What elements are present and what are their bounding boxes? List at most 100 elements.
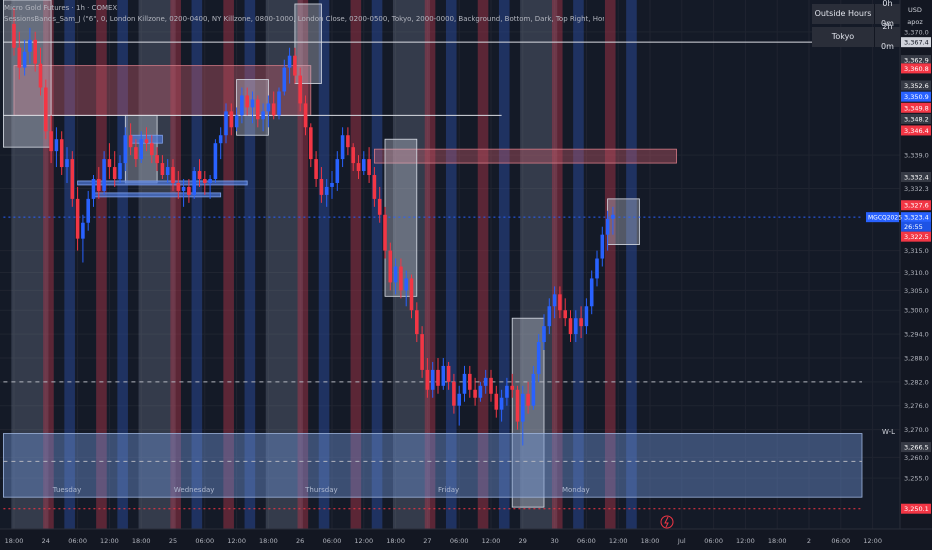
- session-band-red: [96, 0, 107, 529]
- candle-body: [356, 163, 361, 172]
- candle-body: [224, 111, 228, 136]
- candle-body: [409, 278, 414, 311]
- candle-body: [17, 47, 22, 68]
- price-label: 3,282.0: [904, 378, 929, 386]
- candle-body: [430, 369, 435, 390]
- candle-body: [388, 250, 393, 283]
- candle-body: [377, 198, 382, 215]
- candle-body: [38, 63, 43, 88]
- candle-body: [346, 135, 350, 148]
- candle-body: [473, 389, 477, 398]
- candle-body: [107, 159, 112, 168]
- candle-body: [351, 147, 355, 164]
- candle-body: [128, 135, 133, 148]
- time-axis[interactable]: [0, 529, 932, 550]
- time-label: 12:00: [227, 537, 246, 545]
- session-band-blue: [191, 0, 203, 529]
- candle-body: [266, 103, 271, 112]
- price-label: 3,322.5: [904, 233, 929, 241]
- candle-body: [12, 23, 16, 48]
- candle-body: [298, 75, 302, 104]
- candle-body: [383, 214, 387, 251]
- time-label: 18:00: [386, 537, 405, 545]
- candle-body: [605, 218, 610, 235]
- candle-body: [118, 163, 122, 179]
- candle-body: [277, 91, 281, 116]
- price-label: 3,288.0: [904, 354, 929, 362]
- candle-body: [187, 186, 191, 195]
- candles: [12, 7, 615, 446]
- price-label-bg: [901, 221, 931, 232]
- time-label: 06:00: [831, 537, 850, 545]
- currency-sub: apoz: [907, 18, 923, 26]
- candle-body: [335, 159, 340, 183]
- candle-body: [303, 103, 308, 128]
- zone-gray: [607, 198, 640, 246]
- session-name: Tokyo: [812, 27, 875, 47]
- time-label: 12:00: [736, 537, 755, 545]
- price-label-bg: [901, 113, 931, 124]
- time-label: 18:00: [259, 537, 278, 545]
- candle-body: [86, 198, 90, 223]
- price-label: 3,260.0: [904, 454, 929, 462]
- session-band-gray: [520, 0, 558, 529]
- price-label: 3,276.0: [904, 402, 929, 410]
- candle-body: [589, 278, 594, 307]
- price-label-bg: [901, 91, 931, 102]
- price-label: 3,300.0: [904, 307, 929, 315]
- session-value: 2h 0m: [881, 22, 894, 51]
- zone-lightblue: [3, 433, 863, 498]
- candle-body: [75, 198, 80, 239]
- candle-body: [579, 318, 583, 327]
- day-label: Thursday: [304, 486, 338, 494]
- candle-body: [483, 377, 488, 386]
- price-label: 3,346.4: [904, 127, 929, 135]
- session-band-red: [424, 0, 436, 529]
- indicator-legend[interactable]: SessionsBands_Sam_J ("6", 0, London Kill…: [4, 15, 604, 23]
- zone-blue: [93, 192, 222, 198]
- time-label: 06:00: [577, 537, 596, 545]
- candle-body: [399, 266, 403, 291]
- candle-body: [309, 127, 313, 160]
- price-label: 3,327.6: [904, 202, 929, 210]
- candle-body: [97, 178, 101, 191]
- candle-body: [181, 186, 186, 191]
- price-label: 3,362.9: [904, 57, 929, 65]
- candle-body: [489, 377, 493, 394]
- session-band-red: [350, 0, 362, 529]
- price-label-bg: [901, 125, 931, 136]
- lightning-icon[interactable]: [660, 515, 674, 529]
- price-label: 3,352.6: [904, 82, 929, 90]
- symbol-tag: MGCQ2025: [868, 215, 902, 222]
- price-label-bg: [901, 212, 931, 223]
- candle-body: [287, 55, 292, 68]
- candle-body: [404, 278, 408, 291]
- candle-body: [250, 99, 255, 108]
- candle-body: [44, 87, 48, 132]
- session-band-blue: [117, 0, 128, 529]
- session-band-gray: [138, 0, 176, 529]
- candle-body: [261, 111, 265, 120]
- candle-body: [547, 306, 552, 327]
- time-label: 27: [423, 537, 431, 545]
- price-label-bg: [901, 55, 931, 66]
- candle-body: [112, 167, 117, 179]
- candle-body: [595, 258, 599, 279]
- plot-background: [0, 0, 900, 550]
- day-labels: Tuesday Wednesday Thursday Friday Monday: [52, 486, 590, 494]
- time-label: 26: [296, 537, 304, 545]
- currency-selector[interactable]: USD apoz: [902, 4, 928, 32]
- wl-label: W-L: [882, 428, 895, 436]
- candle-body: [563, 310, 567, 319]
- session-band-blue: [498, 0, 510, 529]
- candle-body: [282, 67, 287, 92]
- chart-title: Micro Gold Futures · 1h · COMEX: [4, 4, 118, 12]
- price-label: 3,305.0: [904, 287, 929, 295]
- price-label-bg: [901, 200, 931, 211]
- time-label: 12:00: [354, 537, 373, 545]
- candle-body: [70, 159, 75, 199]
- candle-body: [574, 318, 578, 335]
- price-label: 3,332.3: [904, 185, 929, 193]
